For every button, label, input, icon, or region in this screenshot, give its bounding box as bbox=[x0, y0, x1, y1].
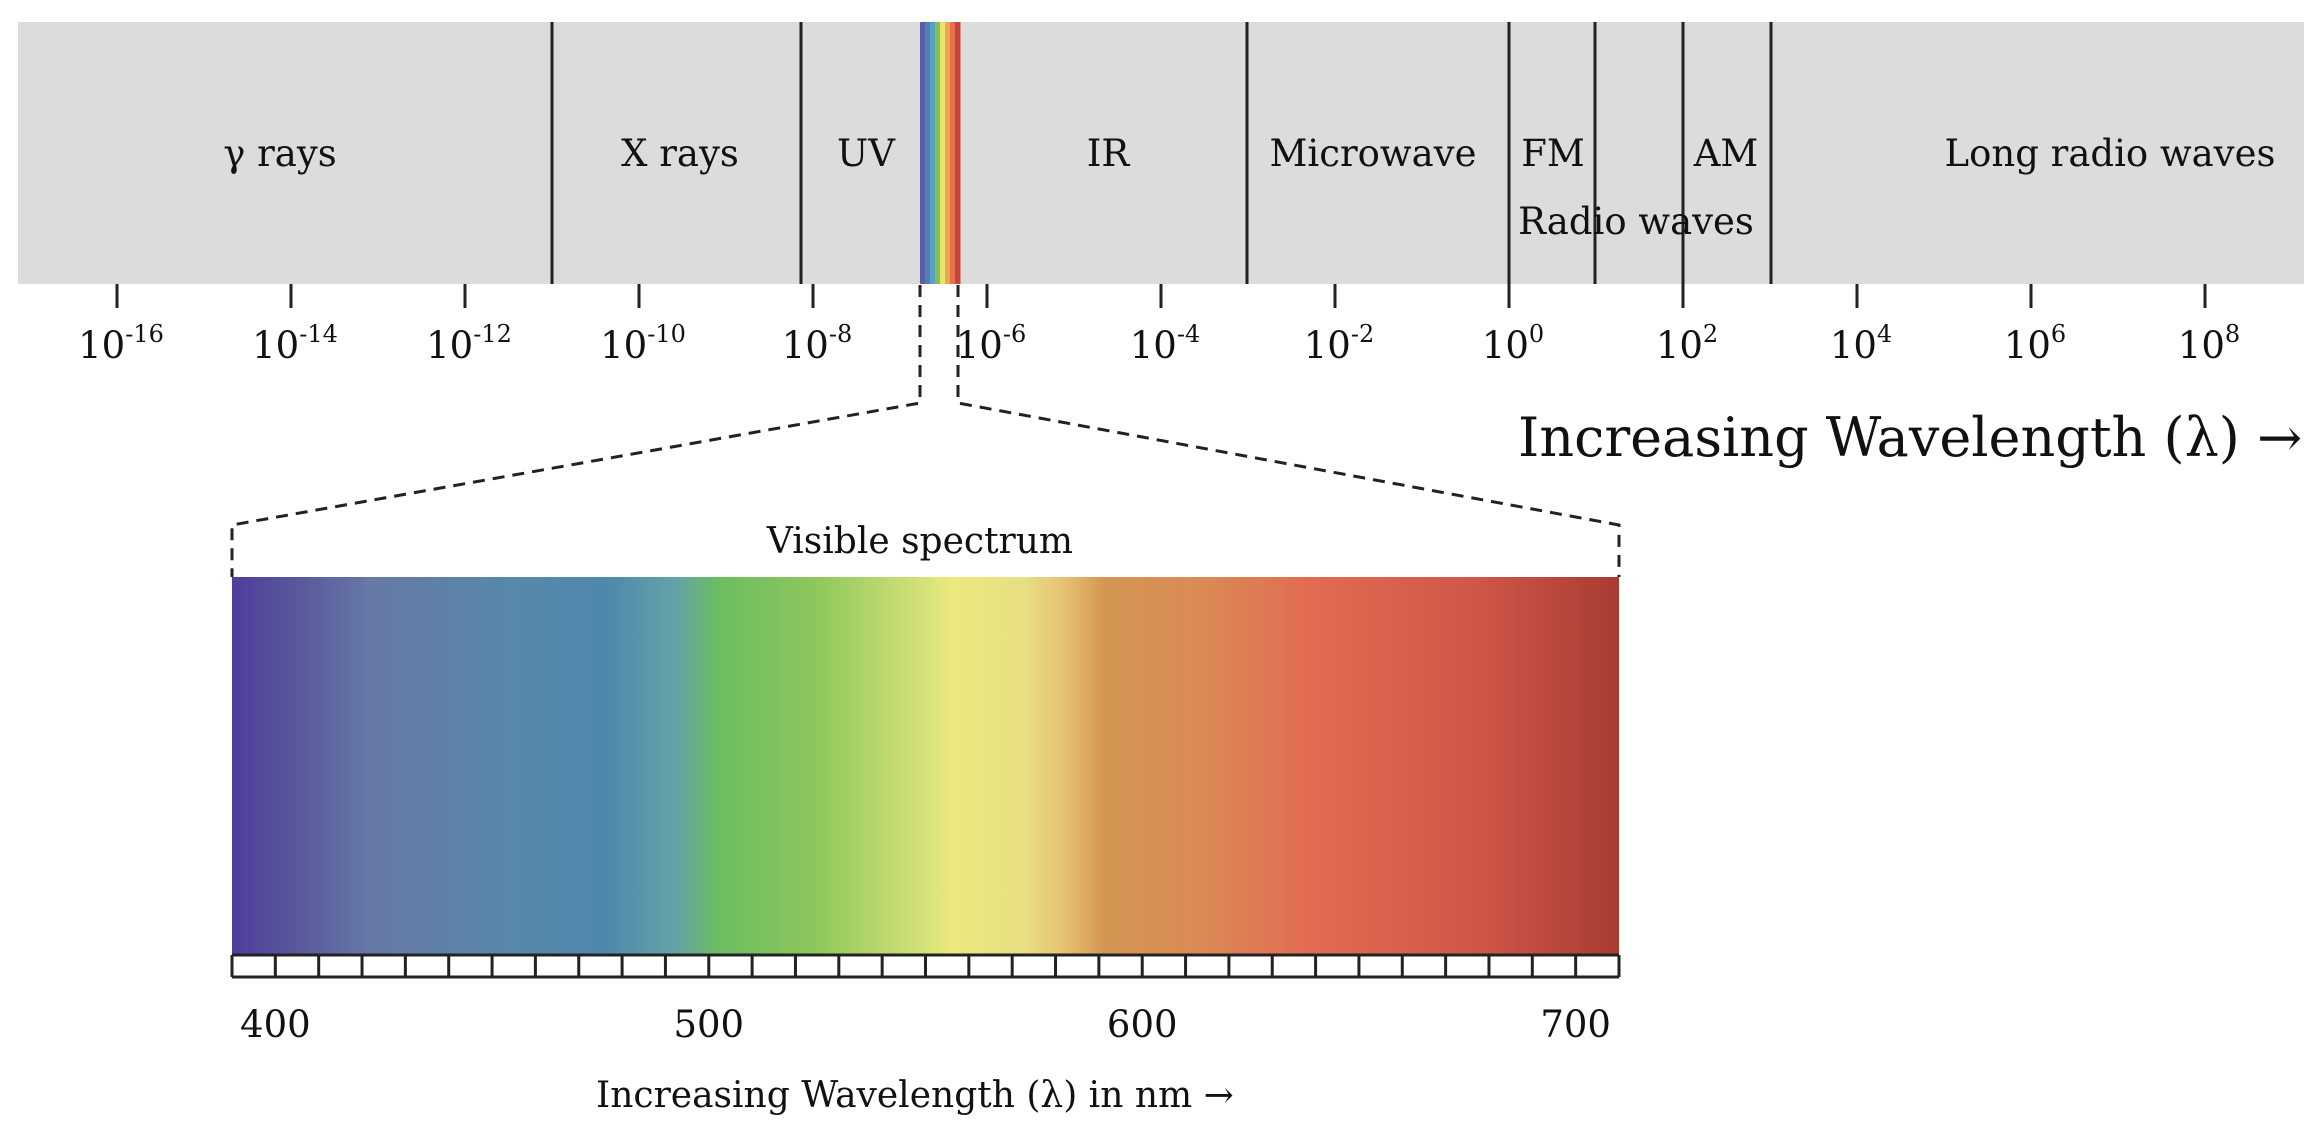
band-label-microwave: Microwave bbox=[1270, 132, 1477, 175]
em-band-strip: γ rays X rays UV IR Microwave FM AM Long… bbox=[18, 22, 2304, 284]
visible-spectrum-bar bbox=[232, 577, 1619, 955]
wavelength-tick-label: 10-8 bbox=[782, 320, 852, 367]
rainbow-stripe bbox=[935, 22, 941, 284]
wavelength-tick-label: 10-2 bbox=[1304, 320, 1374, 367]
visible-rainbow-band bbox=[920, 22, 961, 284]
band-label-ir: IR bbox=[1087, 132, 1131, 175]
wavelength-tick-label: 10-16 bbox=[78, 320, 164, 367]
rainbow-stripe bbox=[950, 22, 956, 284]
radio-waves-label: Radio waves bbox=[1518, 200, 1754, 243]
wavelength-tick-label: 106 bbox=[2004, 320, 2066, 367]
nm-axis-labels: 400 500 600 700 bbox=[240, 1003, 1611, 1046]
wavelength-tick-label: 100 bbox=[1482, 320, 1544, 367]
rainbow-stripe bbox=[955, 22, 961, 284]
nm-ruler bbox=[232, 955, 1619, 977]
wavelength-axis-title: Increasing Wavelength (λ) → bbox=[1518, 406, 2302, 469]
rainbow-stripe bbox=[945, 22, 951, 284]
band-label-am: AM bbox=[1693, 132, 1759, 175]
wavelength-tick-label: 102 bbox=[1656, 320, 1718, 367]
visible-spectrum-title: Visible spectrum bbox=[766, 521, 1073, 562]
band-label-xray: X rays bbox=[621, 132, 739, 175]
band-label-fm: FM bbox=[1521, 132, 1585, 175]
wavelength-tick-label: 10-10 bbox=[600, 320, 686, 367]
wavelength-tick-label: 104 bbox=[1830, 320, 1892, 367]
nm-tick-label: 500 bbox=[673, 1003, 744, 1046]
nm-tick-label: 600 bbox=[1107, 1003, 1178, 1046]
wavelength-tick-label: 108 bbox=[2178, 320, 2240, 367]
nm-tick-label: 400 bbox=[240, 1003, 311, 1046]
rainbow-stripe bbox=[920, 22, 926, 284]
wavelength-tick-label: 10-14 bbox=[252, 320, 338, 367]
band-label-long-radio: Long radio waves bbox=[1945, 132, 2276, 175]
wavelength-tick-label: 10-12 bbox=[426, 320, 512, 367]
rainbow-stripe bbox=[930, 22, 936, 284]
wavelength-axis-ticks bbox=[117, 284, 2205, 308]
nm-tick-label: 700 bbox=[1540, 1003, 1611, 1046]
wavelength-tick-label: 10-6 bbox=[956, 320, 1026, 367]
rainbow-stripe bbox=[925, 22, 931, 284]
rainbow-stripe bbox=[940, 22, 946, 284]
band-label-uv: UV bbox=[837, 132, 896, 175]
wavelength-tick-label: 10-4 bbox=[1130, 320, 1200, 367]
nm-axis-title: Increasing Wavelength (λ) in nm → bbox=[596, 1075, 1234, 1116]
band-label-gamma: γ rays bbox=[223, 132, 337, 175]
wavelength-axis-labels: 10-16 10-14 10-12 10-10 10-8 10-6 10-4 10-2 100 1… bbox=[78, 320, 2240, 367]
